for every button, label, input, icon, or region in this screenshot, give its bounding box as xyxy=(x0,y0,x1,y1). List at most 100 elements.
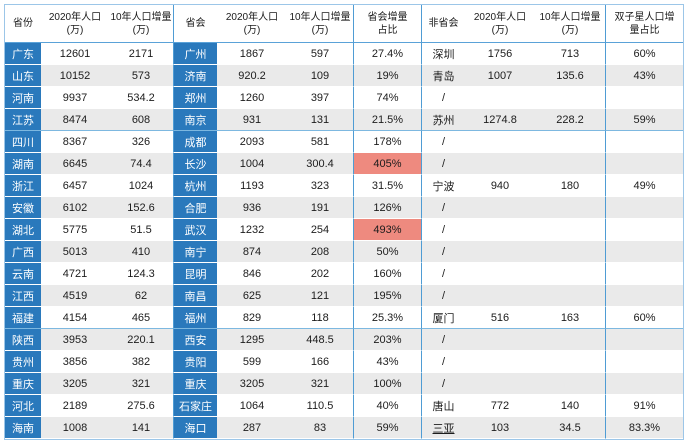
cell-noncapital-pop-2020: 940 xyxy=(465,175,535,197)
cell-capital-increase-share: 19% xyxy=(353,65,421,87)
cell-capital: 郑州 xyxy=(173,87,217,109)
cell-province-pop-2020: 6457 xyxy=(41,175,109,197)
cell-province-10yr-increase: 534.2 xyxy=(109,87,173,109)
cell-twin-star-increase-share: 49% xyxy=(605,175,683,197)
cell-noncapital-city: / xyxy=(421,351,465,373)
cell-noncapital-pop-2020 xyxy=(465,87,535,109)
cell-province: 海南 xyxy=(5,417,41,439)
cell-noncapital-10yr-increase: 135.6 xyxy=(535,65,605,87)
cell-noncapital-pop-2020 xyxy=(465,197,535,219)
cell-capital-10yr-increase: 254 xyxy=(287,219,353,241)
cell-noncapital-10yr-increase: 34.5 xyxy=(535,417,605,439)
cell-capital: 石家庄 xyxy=(173,395,217,417)
cell-province-10yr-increase: 326 xyxy=(109,131,173,153)
cell-capital-pop-2020: 1004 xyxy=(217,153,287,175)
cell-twin-star-increase-share: 83.3% xyxy=(605,417,683,439)
cell-noncapital-10yr-increase xyxy=(535,263,605,285)
cell-noncapital-city: / xyxy=(421,263,465,285)
cell-capital-10yr-increase: 110.5 xyxy=(287,395,353,417)
cell-capital-pop-2020: 1867 xyxy=(217,43,287,65)
cell-twin-star-increase-share xyxy=(605,285,683,307)
cell-noncapital-10yr-increase: 713 xyxy=(535,43,605,65)
cell-capital-10yr-increase: 208 xyxy=(287,241,353,263)
table-row: 江西 4519 62 南昌 625 121 195% / xyxy=(5,285,683,307)
cell-noncapital-10yr-increase xyxy=(535,153,605,175)
cell-province-10yr-increase: 74.4 xyxy=(109,153,173,175)
cell-noncapital-pop-2020: 516 xyxy=(465,307,535,329)
cell-capital: 合肥 xyxy=(173,197,217,219)
cell-noncapital-city: / xyxy=(421,197,465,219)
cell-province-pop-2020: 10152 xyxy=(41,65,109,87)
cell-noncapital-10yr-increase xyxy=(535,285,605,307)
cell-twin-star-increase-share xyxy=(605,329,683,351)
cell-capital: 海口 xyxy=(173,417,217,439)
cell-noncapital-10yr-increase xyxy=(535,241,605,263)
cell-province-10yr-increase: 152.6 xyxy=(109,197,173,219)
cell-noncapital-pop-2020 xyxy=(465,219,535,241)
cell-noncapital-pop-2020: 772 xyxy=(465,395,535,417)
header-capital: 省会 xyxy=(173,5,217,43)
cell-noncapital-10yr-increase xyxy=(535,87,605,109)
cell-noncapital-pop-2020: 1007 xyxy=(465,65,535,87)
cell-province: 广西 xyxy=(5,241,41,263)
cell-capital-pop-2020: 931 xyxy=(217,109,287,131)
table-row: 贵州 3856 382 贵阳 599 166 43% / xyxy=(5,351,683,373)
cell-province: 江苏 xyxy=(5,109,41,131)
cell-province: 江西 xyxy=(5,285,41,307)
cell-capital-10yr-increase: 597 xyxy=(287,43,353,65)
cell-province: 云南 xyxy=(5,263,41,285)
cell-province-pop-2020: 4519 xyxy=(41,285,109,307)
cell-noncapital-city: / xyxy=(421,131,465,153)
cell-capital-10yr-increase: 202 xyxy=(287,263,353,285)
cell-capital-pop-2020: 1193 xyxy=(217,175,287,197)
cell-capital: 福州 xyxy=(173,307,217,329)
cell-province-pop-2020: 8474 xyxy=(41,109,109,131)
cell-province: 广东 xyxy=(5,43,41,65)
cell-capital-pop-2020: 846 xyxy=(217,263,287,285)
cell-capital-pop-2020: 936 xyxy=(217,197,287,219)
cell-twin-star-increase-share xyxy=(605,241,683,263)
cell-capital-pop-2020: 287 xyxy=(217,417,287,439)
table-row: 广西 5013 410 南宁 874 208 50% / xyxy=(5,241,683,263)
cell-noncapital-city: / xyxy=(421,329,465,351)
table-row: 陕西 3953 220.1 西安 1295 448.5 203% / xyxy=(5,329,683,351)
cell-twin-star-increase-share: 43% xyxy=(605,65,683,87)
cell-noncapital-pop-2020 xyxy=(465,373,535,395)
cell-noncapital-10yr-increase xyxy=(535,351,605,373)
cell-capital: 南宁 xyxy=(173,241,217,263)
cell-noncapital-10yr-increase xyxy=(535,373,605,395)
cell-twin-star-increase-share: 60% xyxy=(605,43,683,65)
cell-noncapital-city: / xyxy=(421,153,465,175)
cell-capital-10yr-increase: 581 xyxy=(287,131,353,153)
cell-province-10yr-increase: 608 xyxy=(109,109,173,131)
cell-noncapital-10yr-increase xyxy=(535,219,605,241)
cell-capital-pop-2020: 625 xyxy=(217,285,287,307)
cell-twin-star-increase-share xyxy=(605,263,683,285)
cell-noncapital-city: 三亚 xyxy=(421,417,465,439)
header-capital-pop-2020: 2020年人口 (万) xyxy=(217,5,287,43)
cell-noncapital-city: / xyxy=(421,241,465,263)
cell-capital: 武汉 xyxy=(173,219,217,241)
cell-province-pop-2020: 9937 xyxy=(41,87,109,109)
cell-noncapital-10yr-increase: 140 xyxy=(535,395,605,417)
cell-province-10yr-increase: 573 xyxy=(109,65,173,87)
cell-province-pop-2020: 12601 xyxy=(41,43,109,65)
cell-capital: 贵阳 xyxy=(173,351,217,373)
cell-noncapital-10yr-increase: 163 xyxy=(535,307,605,329)
table-row: 湖北 5775 51.5 武汉 1232 254 493% / xyxy=(5,219,683,241)
cell-capital-pop-2020: 829 xyxy=(217,307,287,329)
cell-noncapital-pop-2020 xyxy=(465,131,535,153)
cell-province: 四川 xyxy=(5,131,41,153)
cell-capital: 济南 xyxy=(173,65,217,87)
cell-capital-10yr-increase: 109 xyxy=(287,65,353,87)
cell-province-10yr-increase: 141 xyxy=(109,417,173,439)
cell-twin-star-increase-share xyxy=(605,351,683,373)
cell-province-10yr-increase: 321 xyxy=(109,373,173,395)
cell-capital-10yr-increase: 323 xyxy=(287,175,353,197)
header-province-pop-2020: 2020年人口 (万) xyxy=(41,5,109,43)
cell-capital-pop-2020: 1295 xyxy=(217,329,287,351)
cell-twin-star-increase-share xyxy=(605,219,683,241)
table-row: 广东 12601 2171 广州 1867 597 27.4% 深圳 1756 713 60% xyxy=(5,43,683,65)
cell-noncapital-pop-2020 xyxy=(465,153,535,175)
cell-noncapital-city: 唐山 xyxy=(421,395,465,417)
